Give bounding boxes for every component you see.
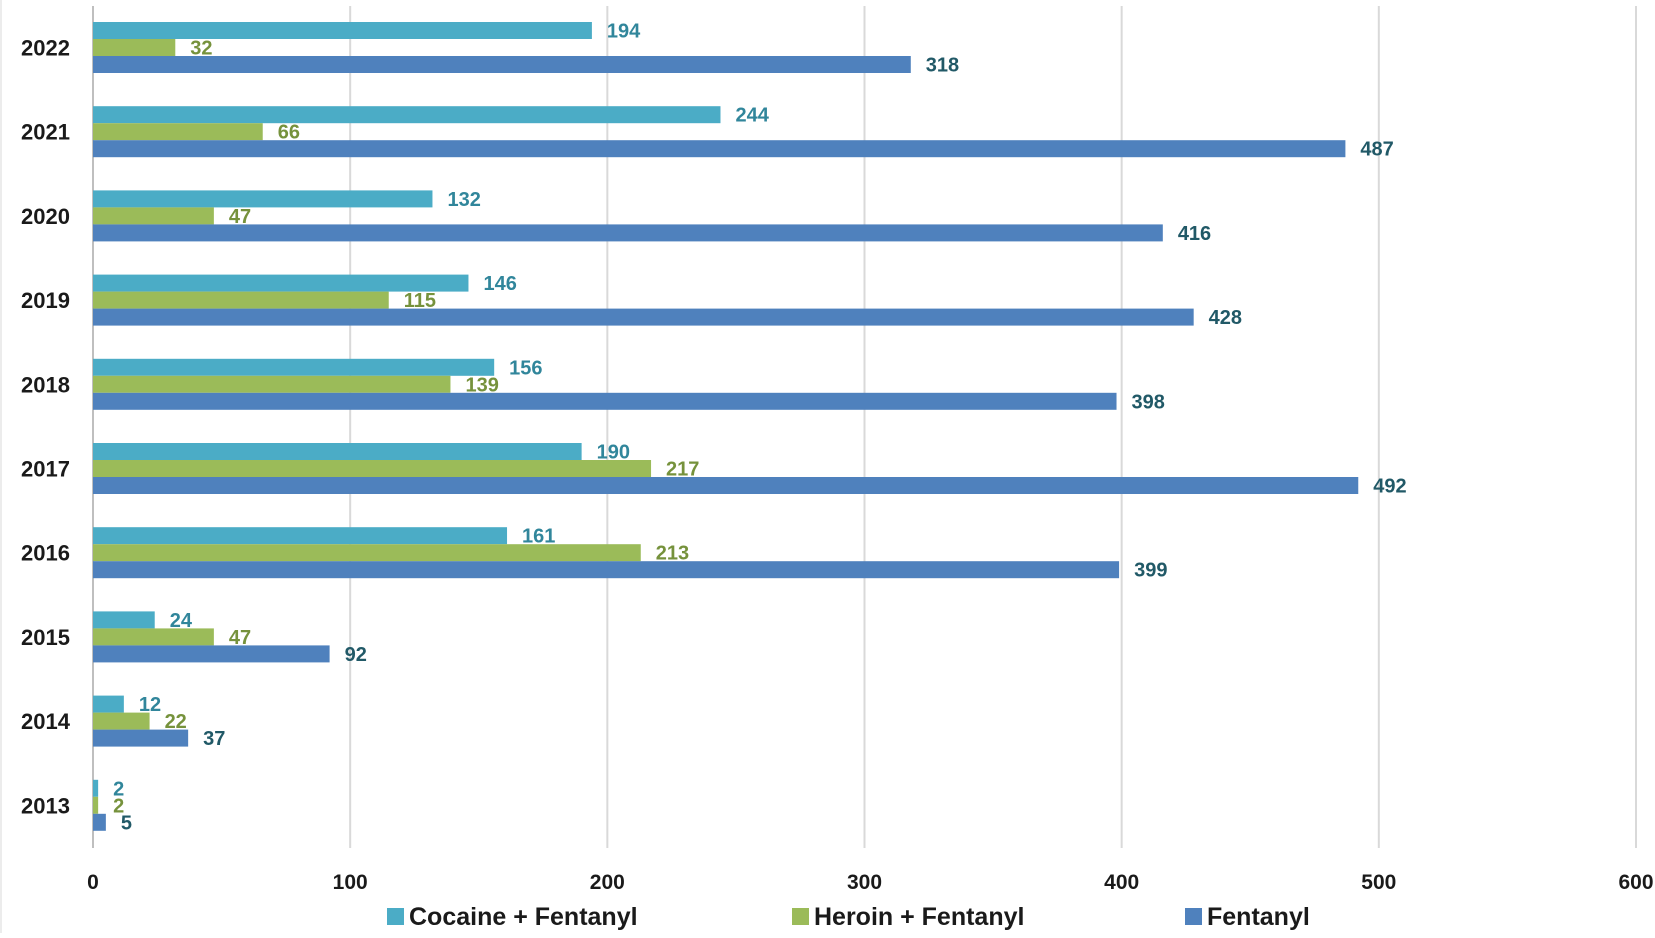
bar — [93, 645, 330, 663]
y-tick-label: 2016 — [21, 541, 70, 566]
data-label: 12 — [139, 694, 161, 716]
bar — [93, 308, 1194, 326]
bar — [93, 140, 1346, 158]
x-tick-label: 200 — [590, 871, 625, 894]
bar — [93, 729, 189, 747]
data-label: 115 — [404, 290, 436, 312]
data-label: 399 — [1134, 560, 1167, 582]
bar — [93, 291, 389, 309]
bar — [93, 207, 214, 225]
bar — [93, 460, 652, 477]
bar — [93, 123, 263, 141]
data-label: 37 — [203, 728, 225, 750]
data-label: 22 — [165, 711, 187, 733]
y-tick-label: 2017 — [21, 457, 70, 482]
y-tick-label: 2020 — [21, 204, 70, 229]
y-tick-label: 2015 — [21, 625, 70, 650]
bar — [93, 712, 150, 730]
bar — [93, 224, 1163, 242]
bar — [93, 628, 214, 646]
bar — [93, 375, 451, 393]
data-label: 32 — [190, 38, 212, 60]
data-label: 190 — [597, 442, 630, 464]
bar — [93, 358, 495, 376]
y-tick-label: 2018 — [21, 372, 70, 397]
y-tick-label: 2021 — [21, 120, 70, 145]
bar — [93, 443, 582, 460]
bar — [93, 544, 641, 562]
y-tick-label: 2019 — [21, 288, 70, 313]
data-label: 428 — [1209, 307, 1242, 329]
data-label: 217 — [666, 459, 699, 481]
bar — [93, 561, 1120, 579]
y-tick-label: 2022 — [21, 36, 70, 61]
data-label: 66 — [278, 122, 300, 144]
y-tick-label: 2014 — [21, 709, 71, 734]
data-label: 156 — [509, 357, 542, 379]
x-tick-label: 400 — [1104, 871, 1139, 894]
bar — [93, 56, 911, 73]
bar — [93, 22, 592, 39]
bar — [93, 39, 176, 56]
data-label: 2 — [113, 795, 124, 817]
bar — [93, 611, 155, 629]
bar — [93, 779, 99, 797]
data-label: 416 — [1178, 223, 1211, 245]
data-label: 47 — [229, 206, 251, 228]
bar — [93, 796, 99, 814]
x-tick-label: 500 — [1361, 871, 1396, 894]
bar — [93, 274, 469, 292]
data-label: 47 — [229, 627, 251, 649]
data-label: 161 — [522, 526, 555, 548]
data-label: 146 — [483, 273, 516, 295]
legend-swatch — [1185, 908, 1202, 925]
data-label: 5 — [121, 812, 132, 834]
legend-label: Fentanyl — [1207, 903, 1310, 931]
legend-swatch — [792, 908, 809, 925]
data-label: 487 — [1360, 139, 1393, 161]
data-label: 398 — [1132, 391, 1165, 413]
bar — [93, 190, 433, 208]
bar — [93, 106, 721, 124]
data-label: 318 — [926, 55, 959, 77]
legend-label: Cocaine + Fentanyl — [409, 903, 638, 931]
data-label: 24 — [170, 610, 193, 632]
bar — [93, 477, 1359, 494]
legend-swatch — [387, 908, 404, 925]
data-label: 139 — [465, 374, 498, 396]
x-tick-label: 100 — [333, 871, 368, 894]
bar — [93, 813, 106, 831]
y-tick-label: 2013 — [21, 793, 70, 818]
data-label: 213 — [656, 543, 689, 565]
data-label: 92 — [345, 644, 367, 666]
data-label: 2 — [113, 778, 124, 800]
data-label: 132 — [447, 189, 480, 211]
bar — [93, 527, 508, 545]
data-label: 244 — [735, 105, 769, 127]
x-tick-label: 600 — [1618, 871, 1653, 894]
bar — [93, 392, 1117, 410]
data-label: 194 — [607, 21, 641, 43]
x-tick-label: 300 — [847, 871, 882, 894]
data-label: 492 — [1373, 476, 1406, 498]
legend-label: Heroin + Fentanyl — [814, 903, 1024, 931]
bar — [93, 695, 124, 713]
x-tick-label: 0 — [87, 871, 99, 894]
